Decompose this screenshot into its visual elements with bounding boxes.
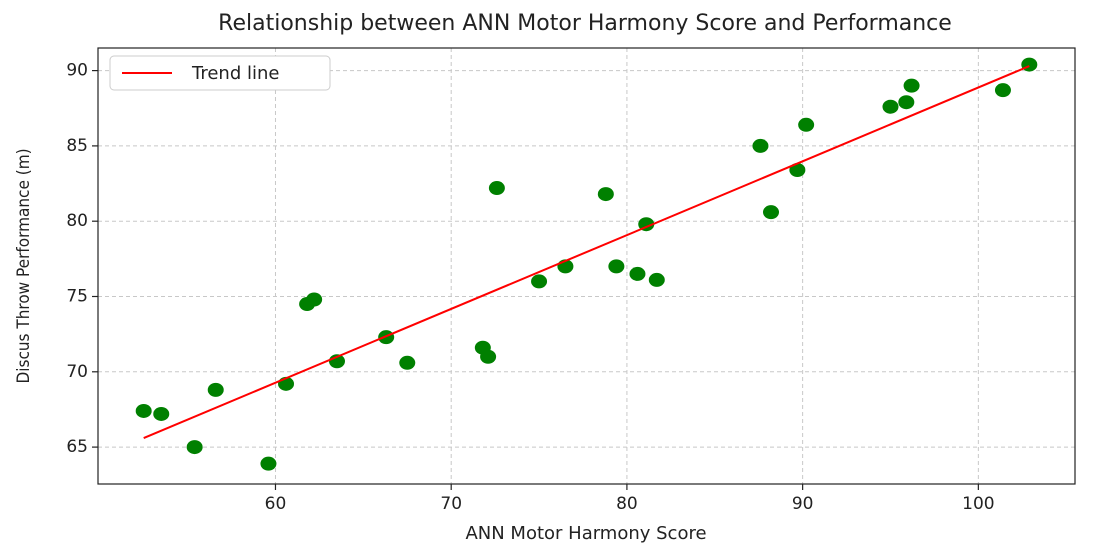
point	[752, 138, 769, 153]
point	[399, 355, 416, 370]
chart-title: Relationship between ANN Motor Harmony S…	[218, 11, 952, 36]
y-axis-label: Discus Throw Performance (m)	[14, 148, 34, 383]
point	[798, 117, 815, 132]
x-tick-label: 70	[440, 494, 462, 514]
y-tick-label: 90	[66, 61, 88, 81]
point	[898, 95, 915, 110]
point	[789, 162, 806, 177]
point	[608, 259, 625, 274]
trend-line	[143, 65, 1030, 439]
y-tick-label: 75	[66, 286, 88, 306]
point	[207, 382, 224, 397]
x-axis-label: ANN Motor Harmony Score	[465, 523, 706, 544]
point	[763, 205, 780, 220]
point	[306, 292, 323, 307]
point	[488, 181, 505, 196]
y-tick-label: 70	[66, 362, 88, 382]
y-tick-label: 85	[66, 136, 88, 156]
point	[135, 403, 152, 418]
point	[648, 272, 665, 287]
point	[531, 274, 548, 289]
point	[597, 187, 614, 202]
plot-frame	[97, 47, 1076, 485]
point	[260, 456, 277, 471]
x-tick-label: 90	[792, 494, 814, 514]
point	[994, 83, 1011, 98]
point	[186, 440, 203, 455]
point	[629, 266, 646, 281]
y-tick-label: 80	[66, 211, 88, 231]
x-tick-label: 100	[962, 494, 994, 514]
legend-label: Trend line	[191, 63, 279, 84]
point	[882, 99, 899, 114]
y-tick-label: 65	[66, 437, 88, 457]
x-tick-label: 60	[265, 494, 287, 514]
point	[153, 406, 170, 421]
x-tick-label: 80	[616, 494, 638, 514]
point	[903, 78, 920, 93]
point	[480, 349, 497, 364]
legend-box	[109, 55, 331, 91]
